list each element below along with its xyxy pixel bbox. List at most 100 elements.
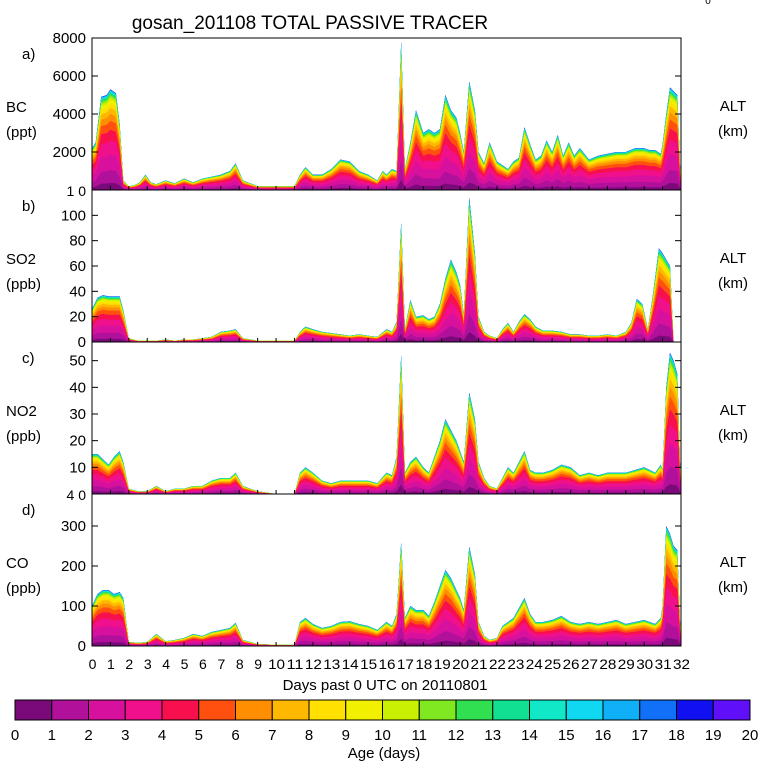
age-band-9 [92,212,681,342]
colorbar-swatch-6 [235,699,273,721]
x-tick-label: 9 [254,656,262,672]
colorbar-swatch-5 [198,699,236,721]
species-unit: (ppb) [6,428,41,445]
age-band-15 [92,354,681,494]
x-tick-label: 19 [434,656,451,672]
colorbar-tick-label: 2 [84,727,92,744]
age-band-12 [92,358,681,494]
right-axis-unit: (km) [718,123,748,140]
right-axis-unit: (km) [718,275,748,292]
x-tick-label: 32 [673,656,690,672]
age-band-11 [92,205,681,342]
stacked-area-no2 [92,352,681,494]
colorbar-tick-label: 15 [558,727,575,744]
colorbar-tick-label: 17 [631,727,648,744]
y-tick-label: 10 [69,459,86,476]
x-tick-label: 28 [599,656,616,672]
x-tick-label: 24 [526,656,543,672]
panel-letter: c) [22,350,35,367]
age-band-7 [92,224,681,342]
x-tick-label: 21 [471,656,488,672]
age-band-16 [92,198,681,342]
colorbar-label: Age (days) [348,745,421,762]
colorbar-swatch-10 [382,699,420,721]
x-tick-label: 6 [199,656,207,672]
panel-letter: b) [22,198,35,215]
x-tick-label: 20 [452,656,469,672]
corner-mark: 0 [705,0,711,7]
colorbar-swatch-12 [455,699,494,721]
right-axis-label: ALT [720,98,746,115]
age-band-3 [92,587,681,646]
x-tick-label: 30 [636,656,653,672]
colorbar-swatch-16 [602,699,641,721]
colorbar-tick-label: 7 [268,727,276,744]
stacked-area-co [92,526,681,646]
colorbar-swatch-4 [161,699,200,721]
figure-title: gosan_201108 TOTAL PASSIVE TRACER [132,13,488,34]
x-tick-label: 22 [489,656,506,672]
colorbar-tick-label: 5 [195,727,203,744]
colorbar-tick-label: 4 [158,727,166,744]
panel-frame [91,341,682,495]
right-axis-unit: (km) [718,427,748,444]
x-tick-label: 8 [236,656,244,672]
age-band-1 [92,160,681,190]
y-tick-label: 100 [61,207,86,224]
x-tick-label: 31 [655,656,672,672]
age-band-1 [92,466,681,494]
age-band-15 [92,199,681,342]
colorbar-swatch-7 [271,699,310,721]
colorbar-swatch-11 [418,699,457,721]
x-axis: 0 1 2 3 4 5 6 7 8 9 10 11 12 13 14 15 16 17 18 19 20 21 22 23 24… [89,656,691,672]
age-band-13 [92,202,681,342]
stacked-area-bc [92,41,681,191]
y-tick-label: 300 [61,518,86,535]
x-tick-label: 29 [618,656,635,672]
age-band-1 [92,622,681,646]
colorbar-tick-label: 10 [374,727,391,744]
age-band-0 [92,484,681,494]
age-band-0 [92,179,681,190]
x-tick-label: 7 [217,656,225,672]
colorbar-swatch-17 [639,699,677,721]
x-tick-label: 16 [379,656,396,672]
colorbar-tick-label: 9 [342,727,350,744]
colorbar-tick-label: 8 [305,727,313,744]
colorbar-swatch-9 [345,699,383,721]
x-tick-label: 25 [544,656,561,672]
colorbar-swatch-0 [14,699,53,721]
y-tick-label: 50 [69,353,86,370]
x-tick-label: 17 [397,656,414,672]
y-tick-label: 0 [78,334,86,351]
species-label: BC [6,99,27,116]
x-tick-label: 15 [360,656,377,672]
y-tick-label: 30 [69,406,86,423]
colorbar-swatch-2 [88,699,126,721]
panel-co: 0 100 200 300 d) CO (ppb) ALT (km) [6,493,748,655]
y-bottom-tick-label: 4 0 [67,487,87,503]
x-tick-label: 13 [323,656,340,672]
colorbar-swatch-13 [492,699,530,721]
y-tick-label: 80 [69,233,86,250]
colorbar-tick-label: 3 [121,727,129,744]
x-tick-label: 11 [286,656,303,672]
colorbar-tick-label: 0 [11,727,19,744]
age-band-19 [92,197,681,342]
y-tick-label: 8000 [53,30,86,47]
species-label: SO2 [6,251,36,268]
y-tick-label: 40 [69,379,86,396]
y-tick-label: 4000 [53,106,86,123]
x-tick-label: 12 [305,656,322,672]
colorbar-swatch-19 [712,699,751,721]
colorbar-swatch-3 [124,699,163,721]
x-tick-label: 14 [342,656,359,672]
y-tick-label: 6000 [53,68,86,85]
y-tick-label: 40 [69,283,86,300]
age-band-10 [92,208,681,342]
colorbar-swatch-18 [676,699,714,721]
species-unit: (ppb) [6,276,41,293]
age-band-18 [92,197,681,342]
